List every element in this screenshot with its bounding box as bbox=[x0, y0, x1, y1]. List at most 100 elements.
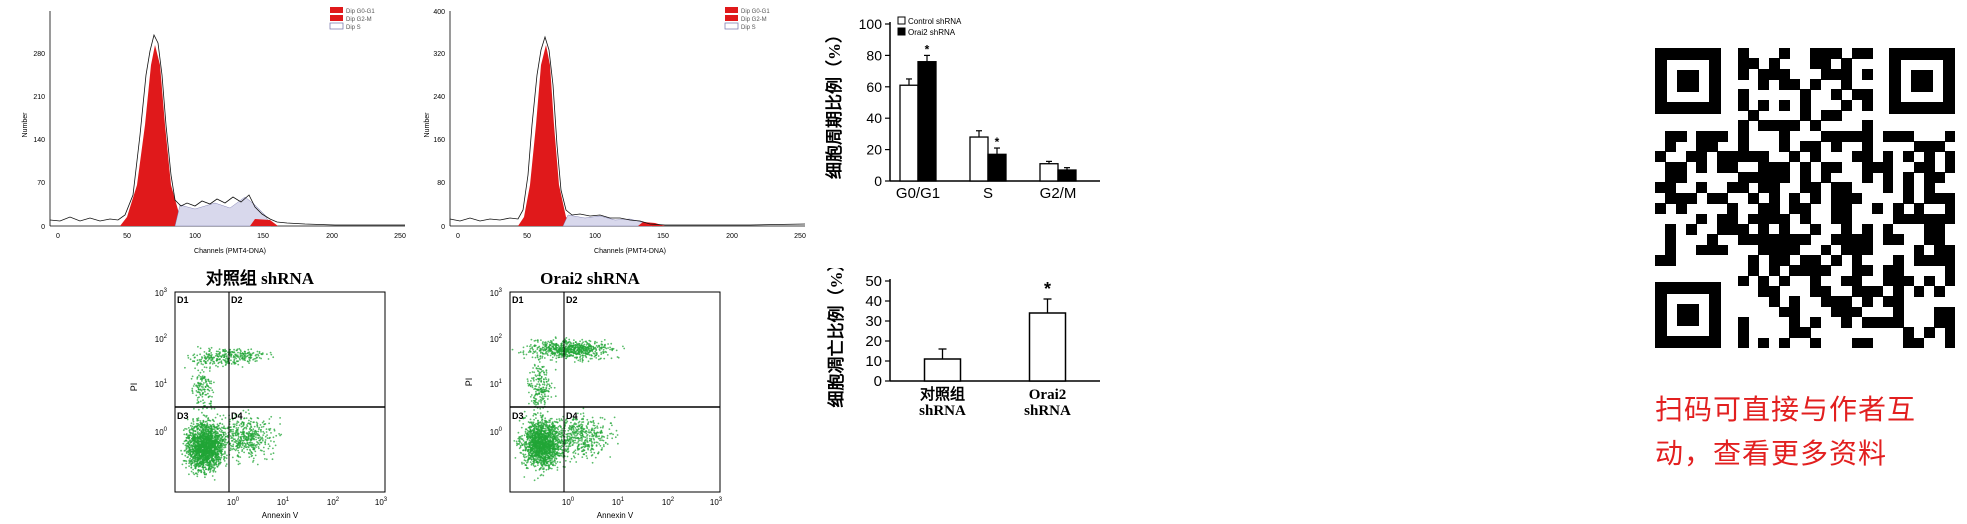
scan-prompt-line1: 扫码可直接与作者互 bbox=[1655, 393, 1917, 426]
hist-ytick: 140 bbox=[33, 137, 45, 144]
hist-xtick: 200 bbox=[726, 233, 738, 240]
hist-ylabel: Number bbox=[22, 112, 29, 138]
event-dots bbox=[511, 336, 626, 482]
significance-marker: * bbox=[1044, 279, 1051, 299]
qr-code-icon bbox=[1655, 48, 1956, 349]
histogram-control: Dip G0-G1 Dip G2-M Dip S Number 0 70 140… bbox=[22, 7, 406, 255]
hist-ytick: 160 bbox=[433, 137, 445, 144]
bar bbox=[923, 358, 962, 382]
bar bbox=[1028, 312, 1067, 382]
histogram-orai2: Dip G0-G1 Dip G2-M Dip S Number 0 80 160… bbox=[424, 7, 806, 255]
y-tick-label: 0 bbox=[874, 173, 882, 189]
y-tick-label: 40 bbox=[865, 293, 882, 310]
quadrant-label: D3 bbox=[512, 411, 524, 421]
svg-text:103: 103 bbox=[490, 288, 503, 298]
svg-text:101: 101 bbox=[277, 497, 290, 507]
chart-ylabel: 细胞周期比例（%） bbox=[824, 26, 844, 179]
significance-marker: * bbox=[925, 42, 930, 56]
quadrant-label: D1 bbox=[512, 295, 524, 305]
hist-ytick: 240 bbox=[433, 94, 445, 101]
hist-xtick: 200 bbox=[326, 233, 338, 240]
scatter-xlabel: Annexin V bbox=[597, 511, 634, 520]
quadrant-label: D3 bbox=[177, 411, 189, 421]
hist-xlabel: Channels (PMT4-DNA) bbox=[594, 248, 666, 255]
scan-prompt: 扫码可直接与作者互 动，查看更多资料 bbox=[1655, 388, 1965, 476]
hist-ylabel: Number bbox=[424, 112, 431, 138]
svg-text:100: 100 bbox=[490, 427, 503, 437]
bar bbox=[969, 136, 989, 182]
hist-xtick: 100 bbox=[589, 233, 601, 240]
scatter-title: Orai2 shRNA bbox=[540, 269, 640, 288]
x-tick-label: 对照组 bbox=[920, 385, 965, 403]
scatter-ylabel: PI bbox=[464, 378, 474, 387]
chart-ylabel: 细胞凋亡比例（%） bbox=[826, 268, 846, 408]
hist-xtick: 250 bbox=[794, 233, 806, 240]
legend-swatch bbox=[897, 16, 906, 25]
scatter-title: 对照组 shRNA bbox=[206, 268, 315, 288]
hist-ytick: 0 bbox=[441, 224, 445, 231]
bar bbox=[1039, 163, 1059, 182]
quadrant-label: D1 bbox=[177, 295, 189, 305]
scan-prompt-line2: 动，查看更多资料 bbox=[1655, 437, 1888, 470]
hist-legend: Dip G0-G1 Dip G2-M Dip S bbox=[724, 7, 770, 31]
y-tick-label: 50 bbox=[865, 273, 882, 290]
bar bbox=[1057, 169, 1077, 182]
scatter-xlabel: Annexin V bbox=[262, 511, 299, 520]
y-tick-label: 40 bbox=[866, 110, 882, 126]
x-tick-label: G2/M bbox=[1040, 185, 1077, 202]
scatter-control: 对照组 shRNA PI 103 102 101 100 D1 D2 D3 D4… bbox=[129, 268, 388, 520]
hist-ytick: 80 bbox=[437, 180, 445, 187]
x-tick-label: S bbox=[983, 185, 993, 202]
svg-text:100: 100 bbox=[227, 497, 240, 507]
svg-text:103: 103 bbox=[155, 288, 168, 298]
bar bbox=[917, 61, 937, 182]
hist-xtick: 100 bbox=[189, 233, 201, 240]
hist-xtick: 0 bbox=[56, 233, 60, 240]
hist-ytick: 210 bbox=[33, 94, 45, 101]
y-tick-label: 10 bbox=[865, 353, 882, 370]
legend-s: Dip S bbox=[346, 25, 361, 31]
svg-text:100: 100 bbox=[155, 427, 168, 437]
legend-s: Dip S bbox=[741, 25, 756, 31]
event-dots bbox=[180, 345, 283, 481]
svg-text:102: 102 bbox=[490, 334, 503, 344]
legend-label: Orai2 shRNA bbox=[908, 28, 956, 37]
hist-ytick: 400 bbox=[433, 9, 445, 16]
scatter-orai2: Orai2 shRNA PI 103 102 101 100 D1 D2 D3 … bbox=[464, 269, 723, 520]
x-tick-label: shRNA bbox=[1024, 403, 1071, 419]
svg-text:102: 102 bbox=[327, 497, 340, 507]
legend-swatch bbox=[897, 27, 906, 36]
hist-xtick: 150 bbox=[657, 233, 669, 240]
y-tick-label: 20 bbox=[865, 333, 882, 350]
hist-xtick: 50 bbox=[123, 233, 131, 240]
y-tick-label: 60 bbox=[866, 79, 882, 95]
svg-text:101: 101 bbox=[490, 379, 503, 389]
cell-cycle-chart: 细胞周期比例（%） 0 20 40 60 80 100 * G0/G1 * S G2/M Control… bbox=[824, 16, 1100, 202]
y-tick-label: 20 bbox=[866, 142, 882, 158]
bar bbox=[899, 84, 919, 182]
bar bbox=[987, 153, 1007, 182]
hist-xtick: 50 bbox=[523, 233, 531, 240]
hist-ytick: 0 bbox=[41, 224, 45, 231]
svg-text:101: 101 bbox=[155, 379, 168, 389]
significance-marker: * bbox=[995, 135, 1000, 149]
x-tick-label: Orai2 bbox=[1029, 387, 1067, 403]
y-tick-label: 100 bbox=[859, 16, 883, 32]
hist-legend: Dip G0-G1 Dip G2-M Dip S bbox=[329, 7, 375, 31]
scatter-ylabel: PI bbox=[129, 383, 139, 392]
hist-ytick: 70 bbox=[37, 180, 45, 187]
hist-xtick: 250 bbox=[394, 233, 406, 240]
legend-g2m: Dip G2-M bbox=[346, 17, 372, 23]
x-tick-label: shRNA bbox=[919, 403, 966, 419]
hist-ytick: 280 bbox=[33, 51, 45, 58]
x-tick-label: G0/G1 bbox=[896, 185, 940, 202]
quadrant-label: D2 bbox=[231, 295, 243, 305]
y-tick-label: 30 bbox=[865, 313, 882, 330]
legend-g0g1: Dip G0-G1 bbox=[741, 9, 770, 15]
quadrant-label: D4 bbox=[231, 411, 243, 421]
hist-xtick: 0 bbox=[456, 233, 460, 240]
svg-text:103: 103 bbox=[375, 497, 388, 507]
quadrant-label: D2 bbox=[566, 295, 578, 305]
legend-g0g1: Dip G0-G1 bbox=[346, 9, 375, 15]
